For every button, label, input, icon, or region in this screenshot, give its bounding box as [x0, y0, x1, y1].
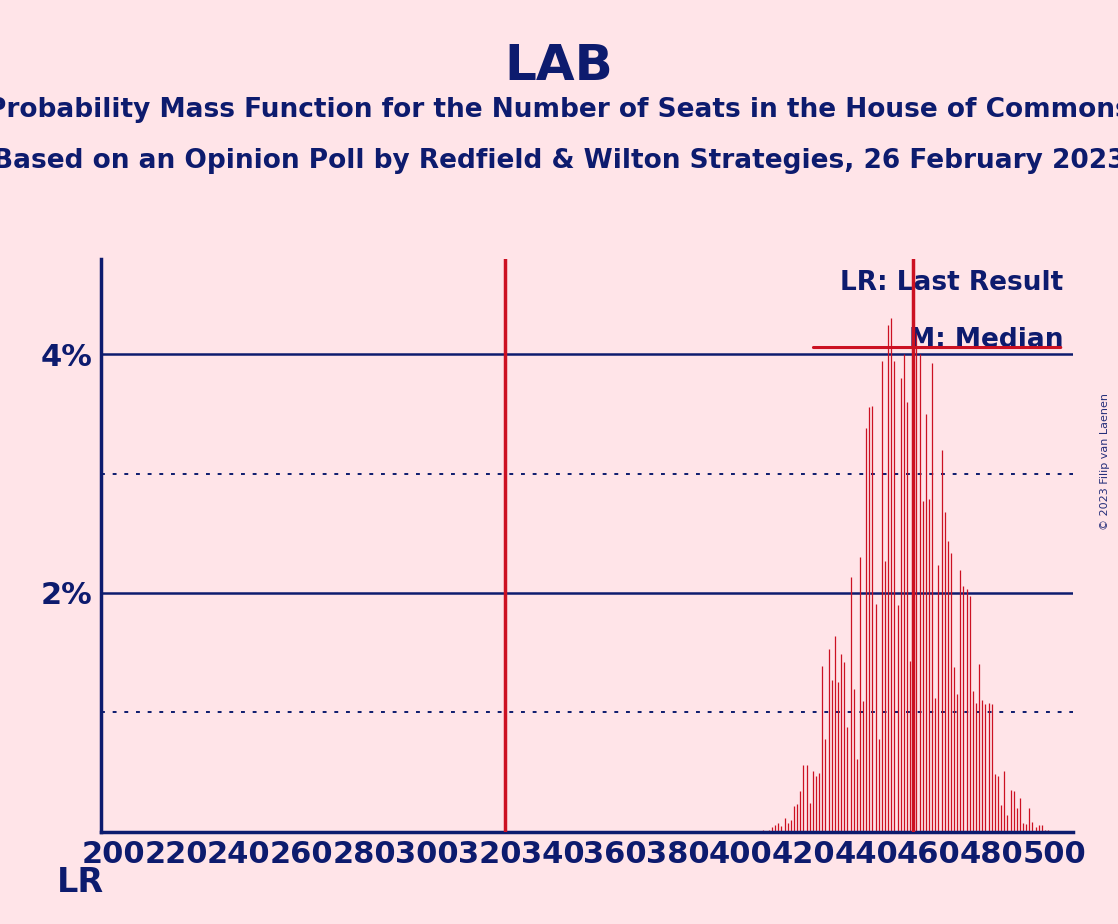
- Text: LR: LR: [57, 866, 104, 899]
- Text: Probability Mass Function for the Number of Seats in the House of Commons: Probability Mass Function for the Number…: [0, 97, 1118, 123]
- Text: © 2023 Filip van Laenen: © 2023 Filip van Laenen: [1100, 394, 1110, 530]
- Text: LAB: LAB: [504, 42, 614, 90]
- Text: M: Median: M: Median: [909, 327, 1063, 354]
- Text: Based on an Opinion Poll by Redfield & Wilton Strategies, 26 February 2023: Based on an Opinion Poll by Redfield & W…: [0, 148, 1118, 174]
- Text: LR: Last Result: LR: Last Result: [841, 270, 1063, 297]
